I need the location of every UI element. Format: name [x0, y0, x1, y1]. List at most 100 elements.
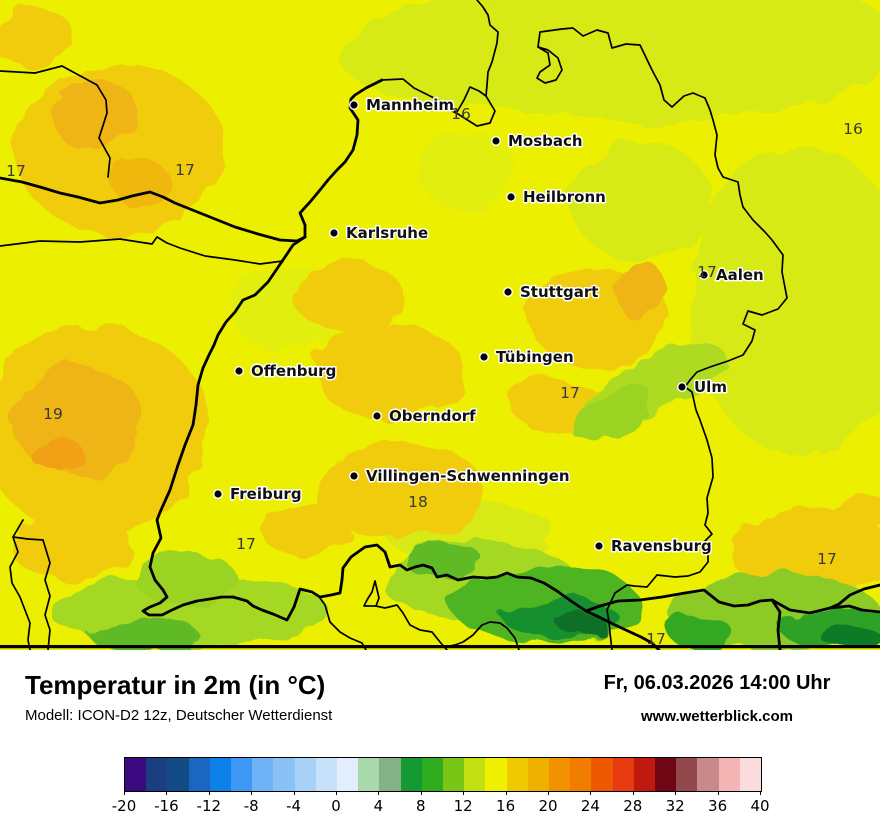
border-line: [536, 46, 563, 84]
colorbar-tick-label: 32: [665, 797, 685, 815]
city-label-ravensburg: Ravensburg: [611, 537, 712, 555]
city-marker-stuttgart: Stuttgart: [503, 282, 600, 303]
colorbar-tick-label: 20: [538, 797, 558, 815]
city-label-freiburg: Freiburg: [230, 485, 302, 503]
colorbar-segment: [379, 758, 401, 791]
border-line: [375, 604, 448, 650]
city-marker-mosbach: Mosbach: [491, 131, 584, 152]
temperature-map-svg: Mannheim Mosbach Heilbronn Karlsruhe Stuttga…: [0, 0, 880, 650]
colorbar-tick-mark: [378, 791, 380, 795]
temp-value-label: 17: [560, 384, 580, 402]
city-dot-mannheim: [349, 99, 360, 110]
city-markers: Mannheim Mosbach Heilbronn Karlsruhe Stuttga…: [212, 95, 765, 557]
border-line: [141, 235, 307, 617]
colorbar-tick-label: 28: [623, 797, 643, 815]
temp-value-label: 16: [451, 105, 471, 123]
datetime-block: Fr, 06.03.2026 14:00 Uhr www.wetterblick…: [540, 672, 880, 725]
city-label-oberndorf: Oberndorf: [389, 407, 476, 425]
border-line: [0, 176, 307, 243]
colorbar-tick-mark: [208, 791, 210, 795]
colorbar-tick-label: 16: [496, 797, 516, 815]
border-line: [319, 597, 367, 650]
colorbar-segment: [252, 758, 274, 791]
border-line: [12, 536, 51, 650]
temp-value-label: 17: [646, 630, 666, 648]
website-url: www.wetterblick.com: [641, 708, 793, 725]
border-line: [381, 78, 496, 127]
border-line: [584, 588, 782, 650]
colorbar-tick-mark: [251, 791, 253, 795]
colorbar-segment: [612, 758, 634, 791]
colorbar-tick-label: 12: [453, 797, 473, 815]
city-label-karlsruhe: Karlsruhe: [346, 224, 428, 242]
colorbar-tick-mark: [505, 791, 507, 795]
city-dot-aalen: [699, 270, 710, 281]
border-line: [231, 543, 661, 650]
colorbar-tick-label: -20: [111, 797, 137, 815]
model-subtitle: Modell: ICON-D2 12z, Deutscher Wetterdie…: [25, 707, 333, 724]
colorbar-segment: [294, 758, 316, 791]
border-line: [363, 580, 380, 607]
border-line: [828, 583, 880, 610]
temp-value-label: 17: [697, 263, 717, 281]
city-label-t-bingen: Tübingen: [496, 348, 574, 366]
city-marker-villingen-schwenningen: Villingen-Schwenningen: [349, 466, 571, 487]
city-dot-oberndorf: [372, 411, 383, 422]
colorbar-segment: [633, 758, 656, 791]
city-marker-ulm: Ulm: [677, 377, 728, 398]
colorbar-segment: [443, 758, 465, 791]
city-dot-heilbronn: [506, 191, 517, 202]
city-label-villingen-schwenningen: Villingen-Schwenningen: [366, 467, 570, 485]
colorbar-segment: [506, 758, 528, 791]
weather-map: Mannheim Mosbach Heilbronn Karlsruhe Stuttga…: [0, 0, 880, 650]
colorbar-tick-label: 40: [750, 797, 770, 815]
border-line: [606, 386, 714, 650]
temp-value-label: 16: [843, 120, 863, 138]
colorbar-segment: [231, 758, 253, 791]
colorbar-segment: [527, 758, 550, 791]
temp-regions: [0, 0, 880, 650]
colorbar-segment: [485, 758, 507, 791]
city-label-heilbronn: Heilbronn: [523, 188, 606, 206]
colorbar-tick-mark: [463, 791, 465, 795]
city-label-offenburg: Offenburg: [251, 362, 336, 380]
colorbar-segment: [167, 758, 189, 791]
city-marker-offenburg: Offenburg: [233, 361, 338, 382]
colorbar-segment: [358, 758, 380, 791]
border-line: [298, 78, 384, 239]
city-label-stuttgart: Stuttgart: [520, 283, 598, 301]
city-label-aalen: Aalen: [716, 266, 764, 284]
temp-value-label: 17: [6, 162, 26, 180]
border-line: [476, 0, 499, 97]
city-marker-aalen: Aalen: [699, 265, 765, 286]
city-dot-t-bingen: [479, 352, 490, 363]
colorbar-tick-mark: [336, 791, 337, 795]
colorbar-segment: [591, 758, 613, 791]
country-borders: [0, 78, 880, 650]
colorbar-tick-label: 4: [373, 797, 384, 815]
colorbar-segment: [655, 758, 677, 791]
colorbar-tick-labels: -20 -16 -12 -8 -4 0 4 8 12 16 20 24 28 32 36 40: [112, 791, 770, 821]
city-marker-karlsruhe: Karlsruhe: [329, 223, 430, 244]
temperature-value-labels: 16 16 17 17 17 17 19 18 17 17 17: [6, 105, 863, 648]
city-label-mannheim: Mannheim: [366, 96, 454, 114]
city-marker-t-bingen: Tübingen: [479, 347, 575, 368]
city-marker-ravensburg: Ravensburg: [594, 536, 713, 557]
colorbar-segment: [188, 758, 210, 791]
colorbar-tick-mark: [124, 791, 125, 795]
temp-value-label: 19: [43, 405, 63, 423]
colorbar-segment: [125, 758, 147, 791]
colorbar-tick-mark: [420, 791, 422, 795]
colorbar-tick-mark: [632, 791, 634, 795]
colorbar-tick-mark: [675, 791, 677, 795]
city-marker-heilbronn: Heilbronn: [506, 187, 607, 208]
city-dot-stuttgart: [503, 287, 514, 298]
city-dot-offenburg: [233, 366, 244, 377]
colorbar-segment: [209, 758, 232, 791]
city-dot-ravensburg: [594, 541, 605, 552]
colorbar-tick-mark: [717, 791, 719, 795]
temp-value-label: 18: [408, 493, 428, 511]
colorbar-tick-mark: [760, 791, 761, 795]
district-borders: [0, 0, 788, 650]
colorbar-tick-label: -12: [196, 797, 222, 815]
